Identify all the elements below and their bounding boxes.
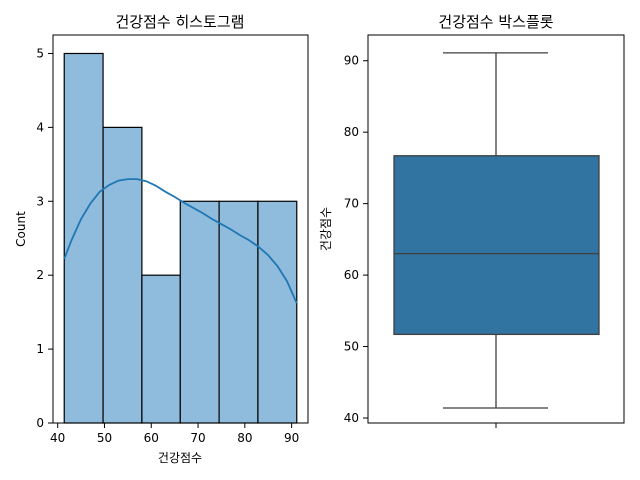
histogram-x-tick-label: 90 (284, 431, 299, 445)
boxplot-y-tick-label: 70 (344, 197, 359, 211)
histogram-x-tick-label: 70 (190, 431, 205, 445)
boxplot-y-tick-label: 50 (344, 340, 359, 354)
histogram-bar (102, 126, 143, 424)
histogram-axes-frame (52, 34, 309, 424)
histogram-bar (257, 200, 298, 424)
histogram-y-axis-label: Count (14, 211, 28, 247)
boxplot-y-axis-label: 건강점수 (319, 207, 333, 251)
histogram-x-tick-label: 80 (237, 431, 252, 445)
histogram-chart: 건강점수 히스토그램 40 50 60 70 80 90 0 1 2 3 4 5 건강점수 Coun… (14, 13, 309, 465)
histogram-x-tick-label: 50 (97, 431, 112, 445)
histogram-y-ticks: 0 1 2 3 4 5 (36, 46, 53, 430)
histogram-bar (63, 52, 104, 424)
histogram-bar (218, 200, 259, 424)
histogram-bars (63, 52, 298, 424)
boxplot-y-ticks: 40 50 60 70 80 90 (344, 54, 368, 425)
histogram-x-tick-label: 40 (50, 431, 65, 445)
histogram-kde-line (63, 178, 298, 304)
boxplot-elements (393, 52, 600, 409)
histogram-y-tick-label: 4 (36, 120, 44, 134)
histogram-y-tick-label: 0 (36, 416, 44, 430)
histogram-x-tick-label: 60 (144, 431, 159, 445)
histogram-y-tick-label: 1 (36, 342, 44, 356)
boxplot-box (393, 155, 600, 336)
boxplot-y-tick-label: 90 (344, 54, 359, 68)
histogram-bar (179, 200, 220, 424)
histogram-y-tick-label: 5 (36, 46, 44, 60)
histogram-x-axis-label: 건강점수 (158, 451, 202, 465)
boxplot-y-tick-label: 80 (344, 125, 359, 139)
boxplot-title: 건강점수 박스플롯 (438, 13, 553, 31)
histogram-y-tick-label: 3 (36, 194, 44, 208)
boxplot-chart: 건강점수 박스플롯 40 50 60 70 80 90 건강점수 (319, 13, 625, 428)
histogram-bar (141, 274, 181, 424)
histogram-x-ticks: 40 50 60 70 80 90 (50, 423, 299, 445)
boxplot-y-tick-label: 60 (344, 268, 359, 282)
histogram-title: 건강점수 히스토그램 (116, 13, 245, 31)
boxplot-y-tick-label: 40 (344, 411, 359, 425)
histogram-y-tick-label: 2 (36, 268, 44, 282)
